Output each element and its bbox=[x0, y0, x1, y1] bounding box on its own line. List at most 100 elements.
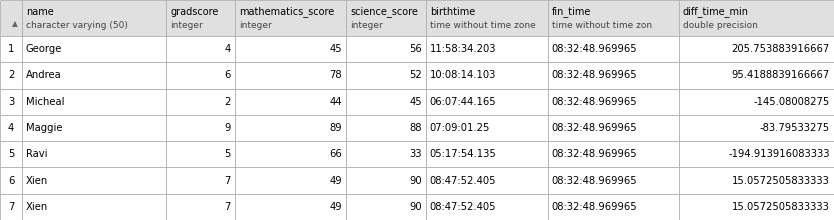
Text: 88: 88 bbox=[409, 123, 422, 133]
Bar bbox=[0, 141, 22, 167]
Text: 205.753883916667: 205.753883916667 bbox=[731, 44, 830, 54]
Text: gradscore: gradscore bbox=[170, 7, 219, 16]
Bar bbox=[235, 115, 346, 141]
Bar bbox=[0, 36, 22, 62]
Text: 1: 1 bbox=[8, 44, 14, 54]
Bar bbox=[679, 0, 834, 36]
Text: 06:07:44.165: 06:07:44.165 bbox=[430, 97, 496, 107]
Text: -83.79533275: -83.79533275 bbox=[760, 123, 830, 133]
Bar bbox=[548, 36, 679, 62]
Text: character varying (50): character varying (50) bbox=[26, 21, 128, 30]
Bar bbox=[346, 62, 426, 89]
Bar bbox=[166, 62, 235, 89]
Bar bbox=[426, 115, 548, 141]
Text: -194.913916083333: -194.913916083333 bbox=[729, 149, 830, 159]
Bar bbox=[679, 141, 834, 167]
Text: integer: integer bbox=[350, 21, 383, 30]
Bar bbox=[235, 194, 346, 220]
Text: 7: 7 bbox=[224, 202, 231, 212]
Text: 08:32:48.969965: 08:32:48.969965 bbox=[552, 44, 637, 54]
Bar bbox=[22, 115, 166, 141]
Bar bbox=[22, 141, 166, 167]
Bar bbox=[0, 89, 22, 115]
Text: 08:32:48.969965: 08:32:48.969965 bbox=[552, 123, 637, 133]
Bar bbox=[548, 115, 679, 141]
Text: integer: integer bbox=[239, 21, 272, 30]
Bar bbox=[548, 62, 679, 89]
Bar bbox=[346, 141, 426, 167]
Text: time without time zone: time without time zone bbox=[430, 21, 535, 30]
Bar bbox=[0, 0, 22, 36]
Text: 52: 52 bbox=[409, 70, 422, 81]
Text: Maggie: Maggie bbox=[26, 123, 63, 133]
Text: 08:47:52.405: 08:47:52.405 bbox=[430, 176, 496, 186]
Bar bbox=[346, 115, 426, 141]
Bar bbox=[166, 115, 235, 141]
Text: 07:09:01.25: 07:09:01.25 bbox=[430, 123, 490, 133]
Text: 9: 9 bbox=[224, 123, 231, 133]
Text: ▲: ▲ bbox=[13, 19, 18, 28]
Bar bbox=[22, 194, 166, 220]
Text: -145.08008275: -145.08008275 bbox=[754, 97, 830, 107]
Text: 7: 7 bbox=[224, 176, 231, 186]
Text: Xien: Xien bbox=[26, 176, 48, 186]
Text: 5: 5 bbox=[8, 149, 14, 159]
Bar bbox=[166, 194, 235, 220]
Text: 08:32:48.969965: 08:32:48.969965 bbox=[552, 70, 637, 81]
Bar bbox=[235, 0, 346, 36]
Text: 45: 45 bbox=[409, 97, 422, 107]
Text: science_score: science_score bbox=[350, 6, 418, 17]
Text: 08:32:48.969965: 08:32:48.969965 bbox=[552, 97, 637, 107]
Text: 89: 89 bbox=[329, 123, 342, 133]
Text: 44: 44 bbox=[329, 97, 342, 107]
Text: 5: 5 bbox=[224, 149, 231, 159]
Text: 49: 49 bbox=[329, 176, 342, 186]
Text: 90: 90 bbox=[409, 202, 422, 212]
Bar bbox=[346, 89, 426, 115]
Bar bbox=[679, 62, 834, 89]
Bar bbox=[548, 167, 679, 194]
Text: birthtime: birthtime bbox=[430, 7, 475, 16]
Bar bbox=[346, 0, 426, 36]
Text: 08:47:52.405: 08:47:52.405 bbox=[430, 202, 496, 212]
Bar bbox=[22, 62, 166, 89]
Bar bbox=[426, 0, 548, 36]
Text: diff_time_min: diff_time_min bbox=[683, 6, 749, 17]
Text: 6: 6 bbox=[224, 70, 231, 81]
Text: fin_time: fin_time bbox=[552, 6, 591, 17]
Text: integer: integer bbox=[170, 21, 203, 30]
Bar bbox=[346, 36, 426, 62]
Text: 6: 6 bbox=[8, 176, 14, 186]
Text: 3: 3 bbox=[8, 97, 14, 107]
Bar bbox=[426, 194, 548, 220]
Text: Micheal: Micheal bbox=[26, 97, 64, 107]
Text: 95.4188839166667: 95.4188839166667 bbox=[731, 70, 830, 81]
Bar bbox=[22, 89, 166, 115]
Text: 11:58:34.203: 11:58:34.203 bbox=[430, 44, 496, 54]
Bar bbox=[166, 141, 235, 167]
Text: 15.0572505833333: 15.0572505833333 bbox=[732, 176, 830, 186]
Bar bbox=[426, 89, 548, 115]
Bar bbox=[0, 62, 22, 89]
Bar bbox=[22, 0, 166, 36]
Bar bbox=[0, 194, 22, 220]
Text: Ravi: Ravi bbox=[26, 149, 48, 159]
Text: time without time zon: time without time zon bbox=[552, 21, 652, 30]
Bar bbox=[235, 167, 346, 194]
Bar bbox=[548, 194, 679, 220]
Bar bbox=[679, 194, 834, 220]
Text: 33: 33 bbox=[409, 149, 422, 159]
Bar bbox=[0, 115, 22, 141]
Bar bbox=[235, 141, 346, 167]
Text: 2: 2 bbox=[8, 70, 14, 81]
Bar bbox=[22, 36, 166, 62]
Bar bbox=[426, 167, 548, 194]
Text: 05:17:54.135: 05:17:54.135 bbox=[430, 149, 496, 159]
Text: 2: 2 bbox=[224, 97, 231, 107]
Text: Andrea: Andrea bbox=[26, 70, 62, 81]
Bar bbox=[548, 89, 679, 115]
Bar bbox=[0, 167, 22, 194]
Text: 49: 49 bbox=[329, 202, 342, 212]
Bar bbox=[548, 141, 679, 167]
Text: 7: 7 bbox=[8, 202, 14, 212]
